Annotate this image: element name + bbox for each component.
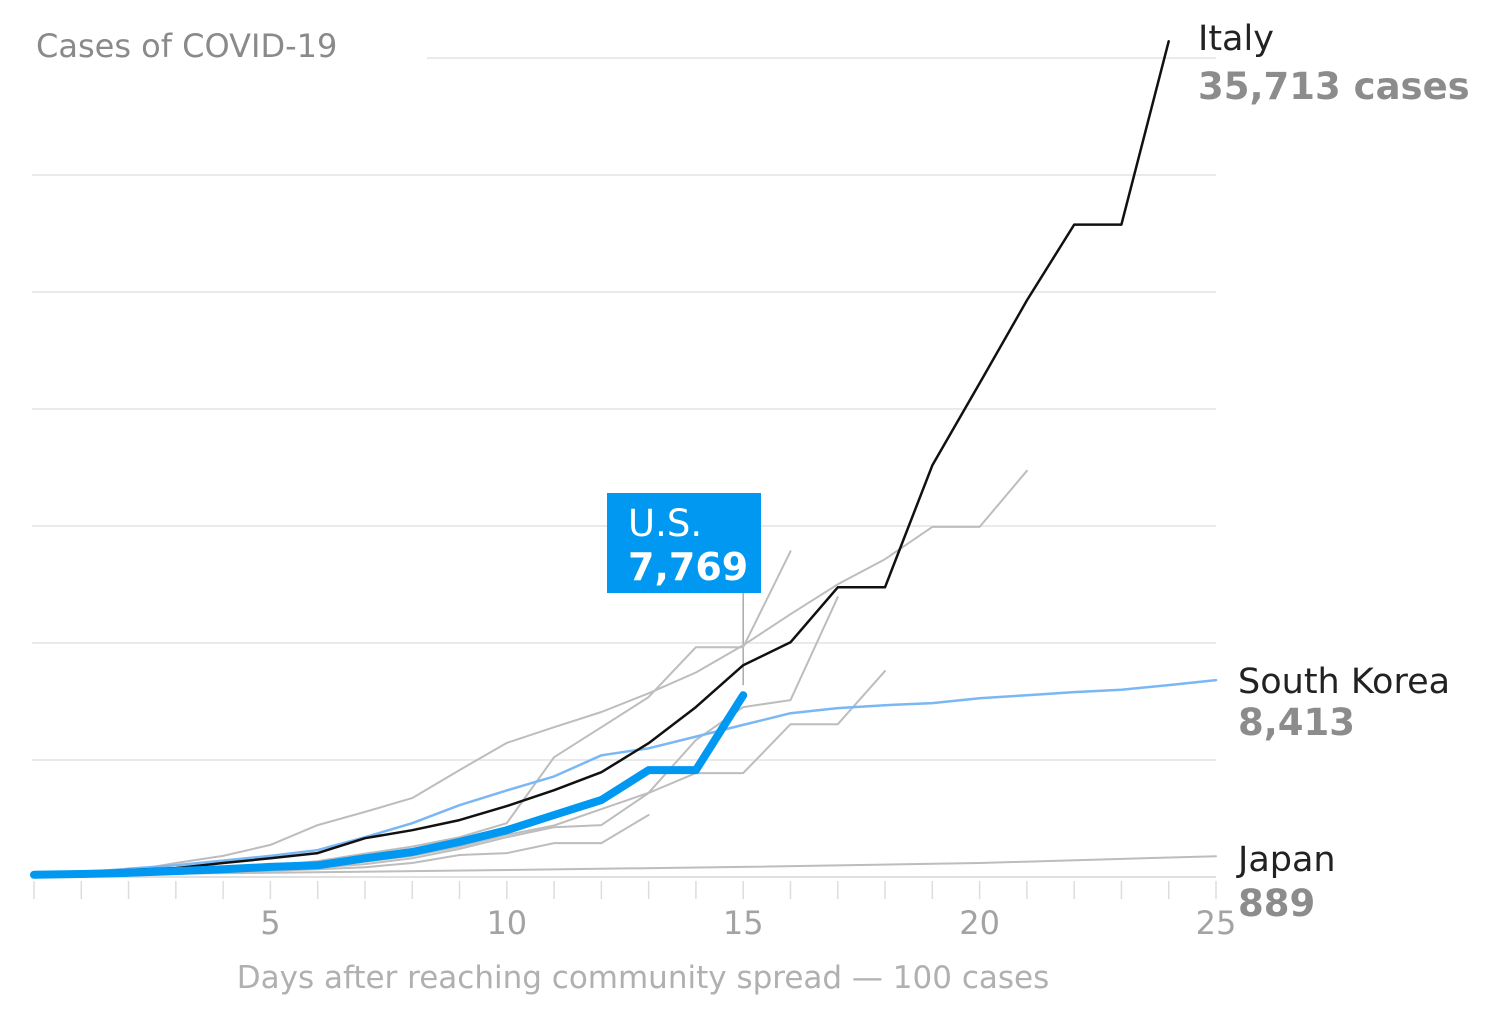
x-tick-label: 25	[1196, 904, 1237, 942]
x-axis-label: Days after reaching community spread — 1…	[237, 960, 1049, 996]
x-tick-label: 10	[486, 904, 527, 942]
label-japan-value: 889	[1238, 882, 1315, 925]
x-axis-ticks: 5 10 15 20 25	[33, 881, 1237, 942]
label-italy-name: Italy	[1198, 19, 1274, 59]
label-italy-value: 35,713 cases	[1198, 65, 1470, 108]
series-line-us	[30, 691, 748, 879]
x-tick-label: 5	[260, 904, 280, 942]
chart-title: Cases of COVID-19	[36, 27, 337, 65]
gridlines	[32, 57, 1216, 878]
x-tick-label: 15	[723, 904, 764, 942]
label-south_korea-value: 8,413	[1238, 701, 1355, 744]
x-tick-label: 20	[959, 904, 1000, 942]
label-us-name: U.S.	[628, 502, 702, 545]
series-lines	[30, 40, 1218, 879]
label-south_korea-name: South Korea	[1238, 662, 1450, 702]
series-line-italy	[32, 40, 1170, 876]
series-line-other2	[33, 550, 792, 876]
label-us-value: 7,769	[628, 545, 748, 589]
us-label-box	[607, 493, 761, 593]
series-line-south_korea	[32, 678, 1218, 876]
series-line-japan	[33, 855, 1217, 876]
series-line-other1	[33, 469, 1028, 876]
label-japan-name: Japan	[1236, 840, 1336, 880]
